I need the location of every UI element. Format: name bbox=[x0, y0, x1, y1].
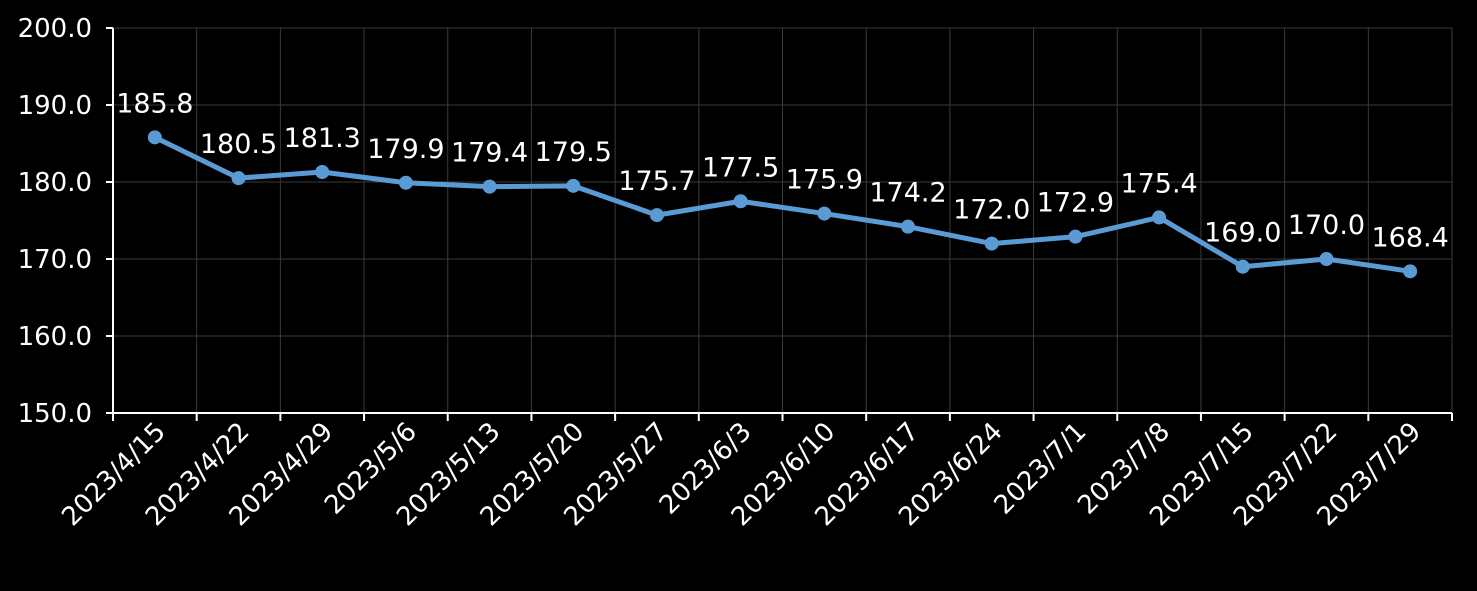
data-label: 181.3 bbox=[284, 123, 361, 154]
data-label: 175.9 bbox=[786, 165, 863, 196]
data-point bbox=[901, 219, 916, 234]
data-label: 185.8 bbox=[116, 88, 193, 119]
data-point bbox=[1068, 229, 1083, 244]
x-axis-ticks: 2023/4/152023/4/222023/4/292023/5/62023/… bbox=[56, 417, 1427, 532]
data-point bbox=[1403, 264, 1418, 279]
y-tick-label: 200.0 bbox=[18, 14, 92, 44]
series-group bbox=[147, 130, 1418, 279]
y-tick-label: 190.0 bbox=[18, 91, 92, 121]
data-label: 177.5 bbox=[702, 152, 779, 183]
data-point bbox=[147, 130, 162, 145]
data-label: 179.9 bbox=[367, 134, 444, 165]
data-point bbox=[398, 175, 413, 190]
data-label: 175.4 bbox=[1120, 168, 1197, 199]
data-point bbox=[315, 164, 330, 179]
data-point bbox=[566, 178, 581, 193]
data-point bbox=[984, 236, 999, 251]
data-point bbox=[1319, 252, 1334, 266]
series-line bbox=[152, 134, 1413, 274]
data-point bbox=[733, 194, 748, 209]
data-label: 172.0 bbox=[953, 195, 1030, 226]
y-tick-label: 160.0 bbox=[18, 322, 92, 352]
data-label: 175.7 bbox=[618, 166, 695, 197]
data-label: 179.4 bbox=[451, 138, 528, 169]
data-label: 179.5 bbox=[535, 137, 612, 168]
y-tick-label: 180.0 bbox=[18, 168, 92, 198]
data-label: 174.2 bbox=[869, 178, 946, 209]
data-label: 170.0 bbox=[1288, 210, 1365, 241]
data-label: 168.4 bbox=[1372, 222, 1449, 253]
data-label: 180.5 bbox=[200, 129, 277, 160]
data-point bbox=[482, 179, 497, 194]
axes bbox=[106, 27, 1453, 421]
data-point bbox=[649, 208, 664, 223]
y-tick-label: 150.0 bbox=[18, 399, 92, 429]
y-axis-ticks: 150.0 160.0 170.0 180.0 190.0 200.0 bbox=[18, 14, 92, 429]
data-point bbox=[231, 171, 246, 186]
data-point bbox=[1152, 210, 1167, 225]
y-tick-label: 170.0 bbox=[18, 245, 92, 275]
data-label: 169.0 bbox=[1204, 218, 1281, 249]
data-point bbox=[1235, 259, 1250, 274]
data-point bbox=[817, 206, 832, 221]
data-label: 172.9 bbox=[1037, 188, 1114, 219]
